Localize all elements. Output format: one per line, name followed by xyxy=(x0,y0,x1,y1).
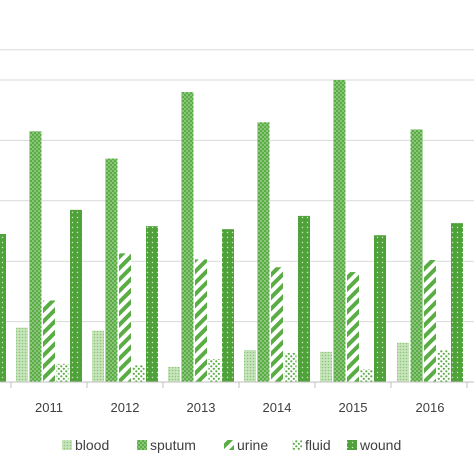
bar-fluid-2011 xyxy=(56,363,69,382)
legend-label-fluid: fluid xyxy=(305,437,331,453)
bar-fluid-2015 xyxy=(360,369,373,382)
legend-label-wound: wound xyxy=(359,437,401,453)
x-axis: 2011 2012 2013 2014 2015 2016 xyxy=(0,381,474,415)
bar-urine-2015 xyxy=(347,272,359,382)
x-tick-label: 2012 xyxy=(111,400,140,415)
bar-sputum-2012 xyxy=(105,158,118,382)
x-tick-label: 2016 xyxy=(416,400,445,415)
bar-blood-2014 xyxy=(244,349,256,382)
legend-swatch-blood xyxy=(62,440,72,450)
legend: blood sputum urine fluid wound xyxy=(62,437,401,453)
x-tick-label: 2011 xyxy=(35,400,63,415)
legend-label-urine: urine xyxy=(237,437,268,453)
bar-urine-2014 xyxy=(271,267,283,382)
bar-wound-2015 xyxy=(374,235,386,382)
bar-wound-partial xyxy=(0,234,6,382)
bar-fluid-2014 xyxy=(284,353,297,382)
bar-urine-2012 xyxy=(119,253,131,382)
bar-wound-2011 xyxy=(70,209,82,382)
bar-fluid-2012 xyxy=(132,365,145,382)
bar-blood-2012 xyxy=(92,330,104,382)
legend-label-blood: blood xyxy=(75,437,109,453)
legend-swatch-sputum xyxy=(137,440,147,450)
bar-blood-2013 xyxy=(168,366,180,382)
legend-label-sputum: sputum xyxy=(150,437,196,453)
bar-sputum-2013 xyxy=(181,92,194,382)
bar-sputum-2015 xyxy=(333,80,346,382)
bar-urine-2011 xyxy=(43,300,55,382)
bar-blood-2015 xyxy=(320,351,332,382)
bar-wound-2013 xyxy=(222,229,234,382)
bar-fluid-2016 xyxy=(437,349,450,382)
bar-sputum-2014 xyxy=(257,122,270,382)
x-tick-label: 2014 xyxy=(263,400,292,415)
legend-swatch-urine xyxy=(224,440,234,450)
bar-wound-2016 xyxy=(451,223,463,382)
bar-fluid-2013 xyxy=(208,359,221,382)
bar-wound-2014 xyxy=(298,215,310,382)
x-tick-label: 2015 xyxy=(339,400,368,415)
bar-wound-2012 xyxy=(146,226,158,382)
legend-swatch-wound xyxy=(347,440,357,450)
bar-blood-2016 xyxy=(397,342,409,382)
x-tick-label: 2013 xyxy=(187,400,216,415)
bar-urine-2013 xyxy=(195,259,207,382)
bar-blood-2011 xyxy=(16,327,28,382)
bar-urine-2016 xyxy=(424,259,436,382)
bars xyxy=(0,80,463,382)
bar-sputum-2011 xyxy=(29,131,42,382)
bar-sputum-2016 xyxy=(410,129,423,382)
legend-swatch-fluid xyxy=(292,440,302,450)
